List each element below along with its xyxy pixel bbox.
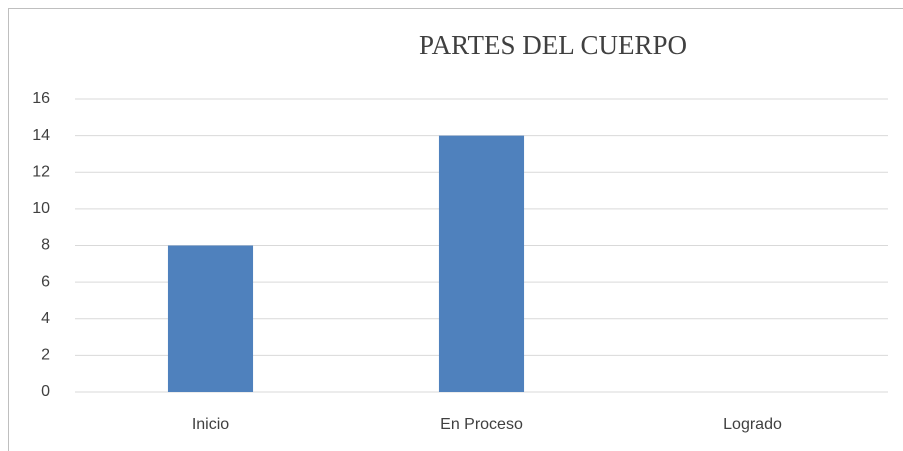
y-tick-label: 2 <box>41 347 50 364</box>
y-tick-label: 10 <box>32 200 50 217</box>
chart-border <box>8 8 903 451</box>
y-tick-label: 4 <box>41 310 50 327</box>
bar <box>167 245 254 392</box>
x-tick-label: En Proceso <box>440 416 523 433</box>
y-tick-label: 14 <box>32 127 50 144</box>
y-tick-label: 12 <box>32 163 50 180</box>
x-tick-label: Inicio <box>192 416 229 433</box>
y-tick-label: 6 <box>41 273 50 290</box>
y-tick-label: 16 <box>32 90 50 107</box>
y-tick-label: 8 <box>41 237 50 254</box>
bar <box>438 135 525 392</box>
y-tick-label: 0 <box>41 383 50 400</box>
x-tick-label: Logrado <box>723 416 782 433</box>
chart-title: PARTES DEL CUERPO <box>419 30 687 60</box>
